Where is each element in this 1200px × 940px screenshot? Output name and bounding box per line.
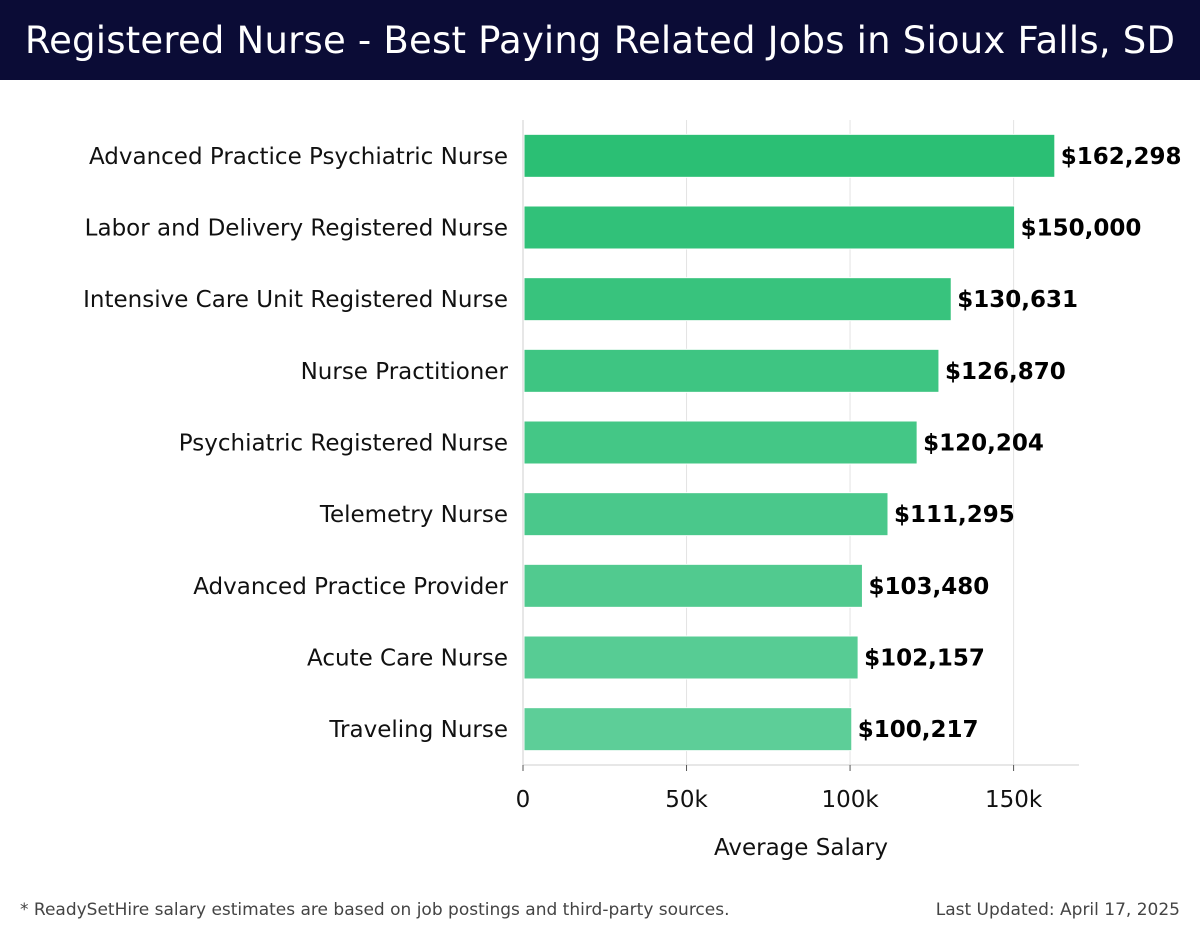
bar <box>523 420 918 465</box>
bar <box>523 707 853 752</box>
footer-updated: Last Updated: April 17, 2025 <box>935 900 1180 920</box>
x-tick-label: 50k <box>665 787 708 813</box>
value-label: $111,295 <box>894 502 1015 528</box>
category-label: Advanced Practice Psychiatric Nurse <box>89 144 508 170</box>
bar <box>523 277 952 322</box>
title-bar: Registered Nurse - Best Paying Related J… <box>0 0 1200 80</box>
salary-bar-chart: 0 50k 100k 150k Advanced Practice Psychiatr… <box>83 120 1182 861</box>
category-label: Traveling Nurse <box>328 717 508 743</box>
labels: Advanced Practice Psychiatric Nurse $162,… <box>83 144 1181 743</box>
chart-title: Registered Nurse - Best Paying Related J… <box>24 18 1176 62</box>
bar <box>523 348 940 393</box>
bar <box>523 205 1016 250</box>
footer-note: * ReadySetHire salary estimates are base… <box>20 900 730 920</box>
x-tick-label: 0 <box>516 787 531 813</box>
value-label: $100,217 <box>858 717 979 743</box>
axes: 0 50k 100k 150k <box>516 120 1079 813</box>
value-label: $150,000 <box>1021 216 1142 242</box>
category-label: Labor and Delivery Registered Nurse <box>85 216 508 242</box>
x-tick-label: 150k <box>985 787 1043 813</box>
category-label: Intensive Care Unit Registered Nurse <box>83 287 508 313</box>
value-label: $102,157 <box>864 646 985 672</box>
category-label: Psychiatric Registered Nurse <box>179 431 508 457</box>
value-label: $162,298 <box>1061 144 1182 170</box>
category-label: Acute Care Nurse <box>307 646 508 672</box>
value-label: $130,631 <box>957 287 1078 313</box>
bar <box>523 133 1056 178</box>
value-label: $103,480 <box>868 574 989 600</box>
bar <box>523 635 859 680</box>
value-label: $126,870 <box>945 359 1066 385</box>
category-label: Advanced Practice Provider <box>193 574 508 600</box>
x-tick-label: 100k <box>821 787 879 813</box>
bars <box>523 133 1056 752</box>
bar <box>523 563 863 608</box>
value-label: $120,204 <box>923 431 1044 457</box>
category-label: Telemetry Nurse <box>319 502 508 528</box>
category-label: Nurse Practitioner <box>301 359 509 385</box>
x-axis-title: Average Salary <box>714 835 888 861</box>
bar <box>523 492 889 537</box>
